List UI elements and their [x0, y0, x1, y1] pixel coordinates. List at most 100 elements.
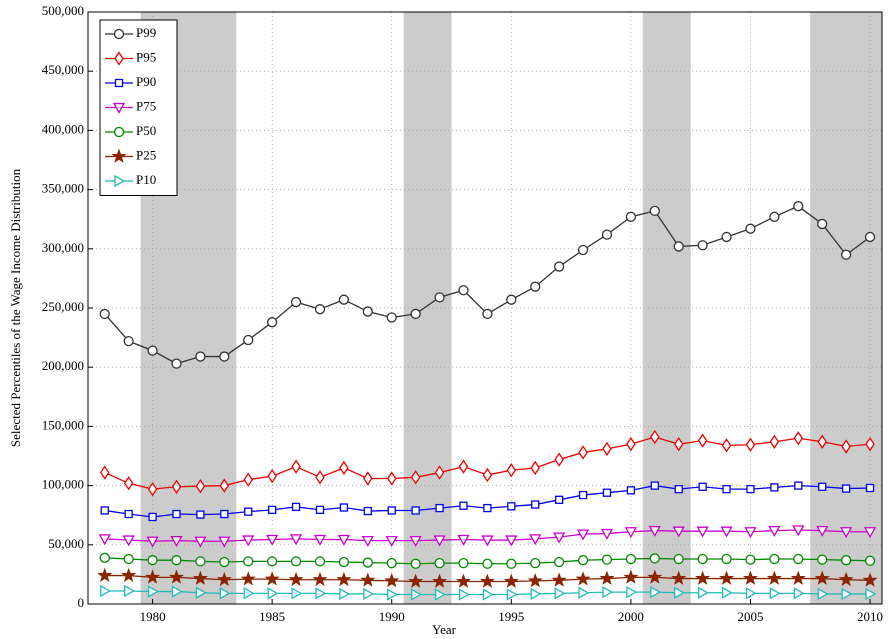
data-point	[338, 556, 350, 568]
data-point	[408, 573, 424, 588]
data-point	[506, 588, 518, 601]
data-point	[362, 557, 373, 568]
data-point	[554, 452, 564, 467]
data-point	[506, 294, 517, 305]
data-point	[362, 306, 373, 317]
data-point	[673, 553, 684, 565]
legend-marker	[113, 28, 125, 40]
shaded-region	[810, 12, 882, 604]
data-point	[647, 569, 663, 584]
data-point	[410, 470, 421, 485]
x-tick-label: 1980	[140, 609, 166, 624]
legend-label: P95	[136, 49, 156, 64]
data-point	[338, 294, 350, 305]
data-point	[599, 570, 615, 585]
data-point	[530, 587, 542, 601]
data-point	[697, 586, 709, 599]
data-point	[479, 573, 495, 588]
y-tick-label: 300,000	[42, 240, 84, 255]
data-point	[220, 509, 229, 519]
data-point	[410, 588, 422, 601]
data-point	[244, 507, 253, 516]
data-point	[601, 229, 613, 240]
data-point	[838, 571, 854, 587]
data-point	[505, 535, 518, 547]
data-point	[769, 587, 781, 600]
data-point	[577, 555, 589, 566]
data-point	[168, 569, 184, 584]
x-tick-label: 2000	[618, 609, 644, 624]
x-tick-label: 2010	[857, 609, 883, 624]
data-point	[337, 534, 351, 546]
legend-label: P99	[136, 25, 156, 40]
legend-marker	[113, 126, 125, 138]
x-tick-label: 1995	[498, 609, 524, 624]
data-point	[650, 429, 660, 445]
data-point	[578, 490, 588, 500]
data-point	[841, 439, 851, 454]
data-point	[722, 485, 731, 494]
data-point	[840, 249, 852, 260]
data-point	[483, 503, 492, 513]
data-point	[529, 534, 542, 546]
data-point	[458, 588, 470, 601]
data-point	[290, 556, 302, 567]
data-point	[363, 506, 372, 516]
data-point	[482, 588, 494, 601]
data-point	[790, 570, 806, 585]
data-point	[720, 526, 733, 538]
data-point	[578, 586, 590, 599]
data-point	[672, 526, 685, 538]
data-point	[553, 556, 565, 568]
data-point	[482, 308, 493, 320]
data-point	[696, 526, 709, 538]
data-point	[721, 553, 732, 565]
data-point	[219, 351, 230, 362]
data-point	[219, 478, 230, 493]
data-point	[336, 571, 352, 587]
data-point	[384, 573, 400, 588]
data-point	[865, 483, 875, 493]
data-point	[650, 586, 662, 599]
data-point	[649, 205, 660, 217]
data-point	[600, 528, 614, 540]
y-tick-label: 450,000	[42, 62, 84, 77]
data-point	[531, 500, 540, 509]
y-tick-label: 100,000	[42, 477, 84, 492]
data-point	[862, 572, 878, 587]
data-point	[123, 476, 134, 491]
data-point	[171, 479, 182, 494]
data-point	[171, 555, 182, 566]
data-point	[171, 585, 183, 598]
data-point	[458, 558, 469, 569]
data-point	[434, 292, 445, 303]
data-point	[624, 527, 637, 539]
data-point	[195, 556, 206, 567]
data-point	[721, 586, 733, 599]
data-point	[146, 536, 159, 548]
plot-frame	[87, 11, 883, 605]
data-point	[314, 556, 326, 567]
data-point	[841, 587, 853, 601]
data-point	[697, 240, 708, 251]
data-point	[602, 488, 612, 497]
data-point	[697, 433, 708, 448]
data-point	[457, 534, 470, 546]
data-point	[865, 587, 877, 601]
data-point	[721, 438, 732, 453]
data-point	[601, 554, 613, 565]
data-point	[481, 535, 494, 547]
data-point	[410, 558, 421, 569]
data-point	[745, 587, 757, 600]
data-point	[769, 553, 780, 565]
data-point	[124, 509, 133, 519]
data-point	[171, 358, 182, 369]
data-point	[506, 558, 517, 569]
data-point	[458, 459, 469, 474]
data-point	[386, 471, 397, 486]
data-point	[768, 525, 781, 537]
data-point	[744, 527, 757, 539]
data-point	[218, 536, 231, 548]
data-point	[243, 556, 254, 567]
